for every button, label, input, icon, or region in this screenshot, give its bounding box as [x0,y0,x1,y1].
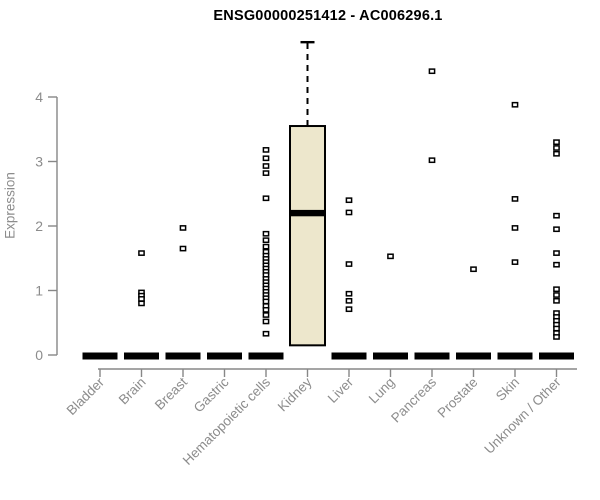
data-point [179,225,187,231]
data-point [553,325,560,332]
data-point [262,330,270,337]
zero-expression-bar [539,352,574,360]
data-point [553,334,560,340]
data-point [511,101,519,108]
data-point [179,245,187,252]
zero-expression-bar [373,352,408,360]
data-point [345,290,353,297]
data-point [138,300,145,307]
x-tick-label: Skin [493,375,522,404]
zero-expression-bar [248,352,284,360]
data-point [262,237,270,244]
data-point [262,307,270,313]
x-tick-label: Breast [152,374,190,412]
data-point [511,225,519,231]
data-point [553,226,560,233]
data-point [553,261,560,268]
x-tick-label: Liver [325,374,357,406]
data-point [262,318,270,325]
zero-expression-bar [165,352,201,360]
data-point [262,230,270,237]
data-point [553,297,560,304]
y-tick-label: 3 [35,154,43,170]
data-point [345,209,353,216]
x-tick-label: Lung [366,375,398,407]
x-tick-label: Unknown / Other [481,374,564,457]
data-point [553,292,560,298]
data-point [262,163,270,169]
median-line [291,209,324,217]
data-point [262,147,270,153]
data-point [345,306,353,313]
zero-expression-bar [497,352,533,360]
data-point [345,261,353,267]
chart-title: ENSG00000251412 - AC006296.1 [213,8,443,24]
x-tick-label: Brain [116,375,149,408]
data-point [553,139,560,146]
data-point [262,195,270,202]
data-point [262,298,270,305]
zero-expression-bar [124,352,159,360]
box [289,125,326,347]
data-point [262,170,270,176]
data-point [387,253,394,260]
data-point [553,250,560,256]
y-tick-label: 4 [35,89,43,105]
data-point [553,286,560,293]
data-point [262,243,270,250]
x-tick-label: Bladder [64,374,108,418]
zero-expression-bar [82,352,118,360]
y-tick-label: 0 [35,347,43,363]
x-tick-label: Gastric [191,374,232,415]
y-tick-label: 1 [35,283,43,299]
zero-expression-bar [414,352,450,360]
zero-expression-bar [331,352,367,360]
data-point [470,266,477,273]
zero-expression-bar [456,352,491,360]
data-point [428,68,436,75]
zero-expression-bar [207,352,242,360]
data-point [262,155,270,162]
data-point [553,145,560,151]
data-point [262,312,270,318]
data-point [345,197,353,204]
data-point [138,296,145,302]
x-tick-label: Pancreas [388,374,439,425]
x-tick-label: Prostate [434,375,480,421]
x-tick-label: Kidney [275,374,315,414]
data-point [511,196,519,202]
y-tick-label: 2 [35,218,43,234]
data-point [345,297,353,304]
data-point [553,150,560,157]
data-point [138,250,145,256]
data-point [511,259,519,265]
data-point [553,212,560,219]
data-point [428,157,436,164]
